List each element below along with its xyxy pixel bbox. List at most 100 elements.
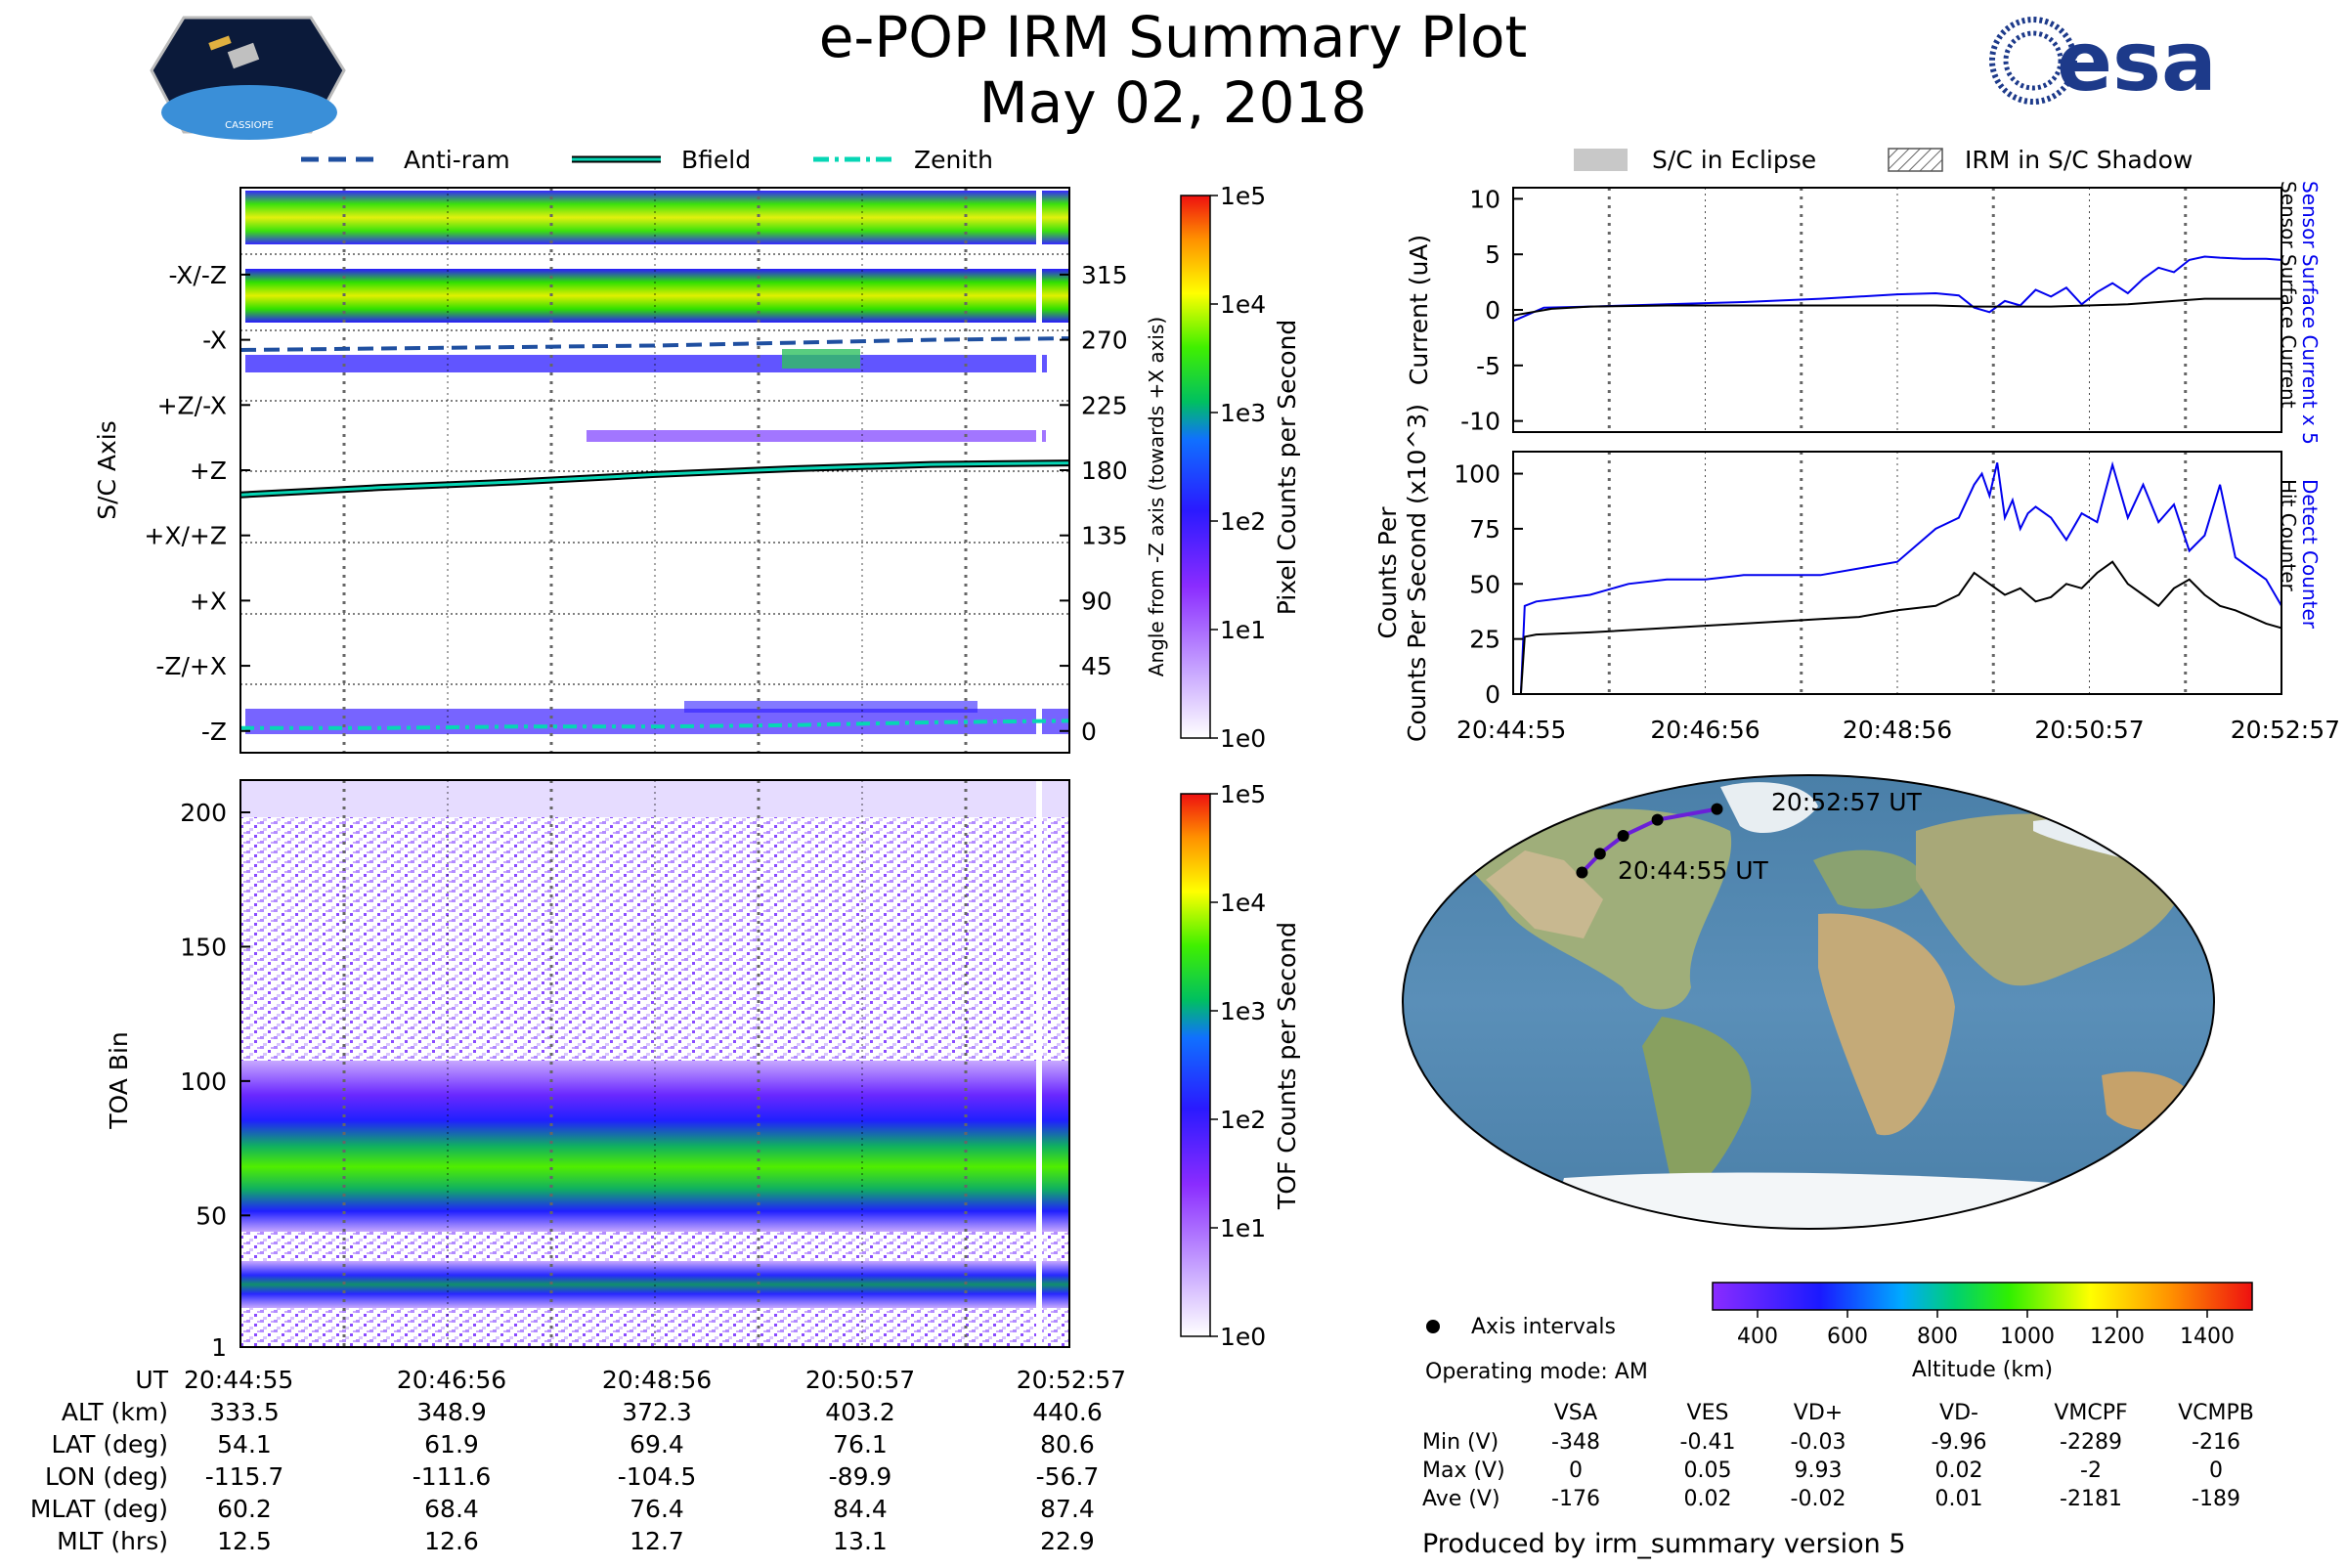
pixel-axis-label: +Z bbox=[190, 457, 227, 485]
pixel-angle-tick: 180 bbox=[1081, 457, 1128, 485]
cassiope-label: CASSIOPE bbox=[225, 120, 274, 131]
volt-cell: -176 bbox=[1551, 1487, 1600, 1511]
current-series-blue bbox=[1512, 255, 2282, 323]
volt-cell: -0.03 bbox=[1791, 1430, 1846, 1455]
volt-cell: 0 bbox=[1569, 1459, 1583, 1483]
esa-label: esa bbox=[2057, 14, 2217, 109]
ephem-cell: 348.9 bbox=[416, 1398, 487, 1426]
volt-cell: -0.02 bbox=[1791, 1487, 1846, 1511]
legend-eclipse-swatch bbox=[1574, 149, 1628, 171]
ephem-cell: 87.4 bbox=[1040, 1495, 1095, 1523]
ephem-cell: 12.7 bbox=[630, 1527, 684, 1555]
colorbar-tick-label: 1e1 bbox=[1220, 616, 1266, 644]
produced-by: Produced by irm_summary version 5 bbox=[1422, 1529, 1906, 1559]
pixel-angle-tick: 135 bbox=[1081, 522, 1128, 550]
map-frame bbox=[1402, 774, 2215, 1230]
legend-antiram-label: Anti-ram bbox=[404, 146, 510, 174]
orbit-track-point bbox=[1651, 813, 1664, 826]
volt-cell: -216 bbox=[2192, 1430, 2240, 1455]
pixel-panel: -X/-Z -X +Z/-X +Z +X/+Z +X -Z/+X -Z 315 270 225 18… bbox=[93, 187, 1168, 754]
pixel-angle-tick: 270 bbox=[1081, 327, 1128, 355]
legend-left: Anti-ram Bfield Zenith bbox=[301, 146, 993, 174]
volt-cell: -9.96 bbox=[1932, 1430, 1987, 1455]
current-legend-blue: Sensor Surface Current x 5 bbox=[2298, 181, 2322, 445]
colorbar-tick-label: 1e0 bbox=[1220, 724, 1266, 753]
current-tick-label: 5 bbox=[1485, 240, 1500, 269]
legend-right: S/C in Eclipse IRM in S/C Shadow bbox=[1574, 146, 2193, 174]
colorbar-tick-label: 1e2 bbox=[1220, 507, 1266, 536]
track-start-label: 20:44:55 UT bbox=[1618, 856, 1769, 885]
info-block: Axis intervals Operating mode: AM VSA VES… bbox=[1422, 1315, 2254, 1559]
tof-ylabel: TOA Bin bbox=[105, 1031, 133, 1130]
ephem-cell: 60.2 bbox=[217, 1495, 272, 1523]
volt-col-header: VMCPF bbox=[2054, 1401, 2127, 1425]
hit-xtick-label: 20:44:55 bbox=[1456, 716, 1566, 744]
volt-col-header: VES bbox=[1687, 1401, 1729, 1425]
orbit-track-point bbox=[1593, 848, 1606, 860]
ephem-cell: 76.4 bbox=[630, 1495, 684, 1523]
pixel-angle-tick: 315 bbox=[1081, 261, 1128, 289]
ephem-row-label: MLAT (deg) bbox=[30, 1495, 168, 1523]
altitude-tick-label: 400 bbox=[1737, 1325, 1778, 1349]
colorbar-tick-label: 1e4 bbox=[1220, 290, 1266, 319]
ephem-cell: 440.6 bbox=[1032, 1398, 1103, 1426]
volt-cell: 0.02 bbox=[1684, 1487, 1732, 1511]
ephem-cell: 54.1 bbox=[217, 1430, 272, 1459]
volt-row-label: Ave (V) bbox=[1422, 1487, 1500, 1511]
esa-logo: esa bbox=[1989, 14, 2217, 109]
ephem-cell: 20:44:55 bbox=[184, 1366, 293, 1394]
ephem-cell: 13.1 bbox=[833, 1527, 888, 1555]
altitude-tick-label: 1000 bbox=[2000, 1325, 2055, 1349]
ephemeris-table: UT 20:44:55 20:46:56 20:48:56 20:50:57 20:52:… bbox=[30, 1366, 1126, 1555]
hit-tick-label: 75 bbox=[1469, 515, 1500, 544]
page-date: May 02, 2018 bbox=[979, 69, 1368, 136]
hit-tick-label: 100 bbox=[1454, 460, 1500, 489]
orbit-track-point bbox=[1576, 866, 1588, 879]
tof-tick-label: 100 bbox=[180, 1067, 227, 1096]
orbit-track-point bbox=[1711, 803, 1723, 815]
hit-series-blue bbox=[1513, 460, 2282, 695]
altitude-tick-label: 1400 bbox=[2180, 1325, 2235, 1349]
pixel-angle-tick: 225 bbox=[1081, 391, 1128, 419]
hit-xtick-label: 20:52:57 bbox=[2231, 716, 2340, 744]
altitude-colorbar-label: Altitude (km) bbox=[1912, 1358, 2053, 1382]
colorbar-tick-label: 1e5 bbox=[1220, 780, 1266, 808]
volt-cell: 9.93 bbox=[1795, 1459, 1843, 1483]
hit-panel: 0 25 50 75 100 Counts Per Counts Per Second … bbox=[1373, 404, 2340, 744]
volt-col-header: VSA bbox=[1554, 1401, 1597, 1425]
pixel-colorbar: 1e5 1e4 1e3 1e2 1e1 1e0 Pixel Counts per Seco… bbox=[1180, 182, 1301, 753]
ephem-cell: -104.5 bbox=[618, 1462, 697, 1491]
colorbar-tick-label: 1e0 bbox=[1220, 1323, 1266, 1351]
altitude-tick-label: 600 bbox=[1827, 1325, 1868, 1349]
tof-colorbar: 1e5 1e4 1e3 1e2 1e1 1e0 TOF Counts per Second bbox=[1180, 780, 1301, 1351]
legend-bfield-label: Bfield bbox=[681, 146, 751, 174]
colorbar-tick-label: 1e3 bbox=[1220, 997, 1266, 1025]
current-series-black bbox=[1512, 297, 2281, 317]
pixel-angle-tick: 45 bbox=[1081, 652, 1112, 680]
ephem-cell: 20:48:56 bbox=[602, 1366, 712, 1394]
volt-cell: -2181 bbox=[2060, 1487, 2122, 1511]
volt-cell: 0 bbox=[2209, 1459, 2223, 1483]
colorbar-tick-label: 1e3 bbox=[1220, 399, 1266, 427]
volt-cell: -189 bbox=[2192, 1487, 2240, 1511]
hit-tick-label: 25 bbox=[1469, 626, 1500, 654]
ephem-cell: -111.6 bbox=[413, 1462, 492, 1491]
pixel-right-label: Angle from -Z axis (towards +X axis) bbox=[1145, 317, 1168, 676]
ephem-cell: 333.5 bbox=[209, 1398, 280, 1426]
tof-tick-label: 200 bbox=[180, 799, 227, 827]
volt-cell: -0.41 bbox=[1680, 1430, 1736, 1455]
volt-row-label: Min (V) bbox=[1422, 1430, 1499, 1455]
pixel-heat bbox=[245, 188, 1069, 753]
hit-legend-black: Hit Counter bbox=[2277, 479, 2300, 591]
current-ylabel: Current (uA) bbox=[1405, 235, 1433, 385]
track-end-label: 20:52:57 UT bbox=[1771, 788, 1923, 816]
pixel-angle-tick: 90 bbox=[1081, 587, 1112, 615]
volt-cell: 0.01 bbox=[1935, 1487, 1983, 1511]
pixel-colorbar-label: Pixel Counts per Second bbox=[1273, 320, 1301, 615]
current-tick-label: 0 bbox=[1485, 296, 1500, 325]
pixel-lines bbox=[239, 336, 1070, 730]
operating-mode: Operating mode: AM bbox=[1425, 1360, 1648, 1384]
axis-interval-dot bbox=[1426, 1320, 1440, 1333]
ephem-cell: 403.2 bbox=[825, 1398, 895, 1426]
